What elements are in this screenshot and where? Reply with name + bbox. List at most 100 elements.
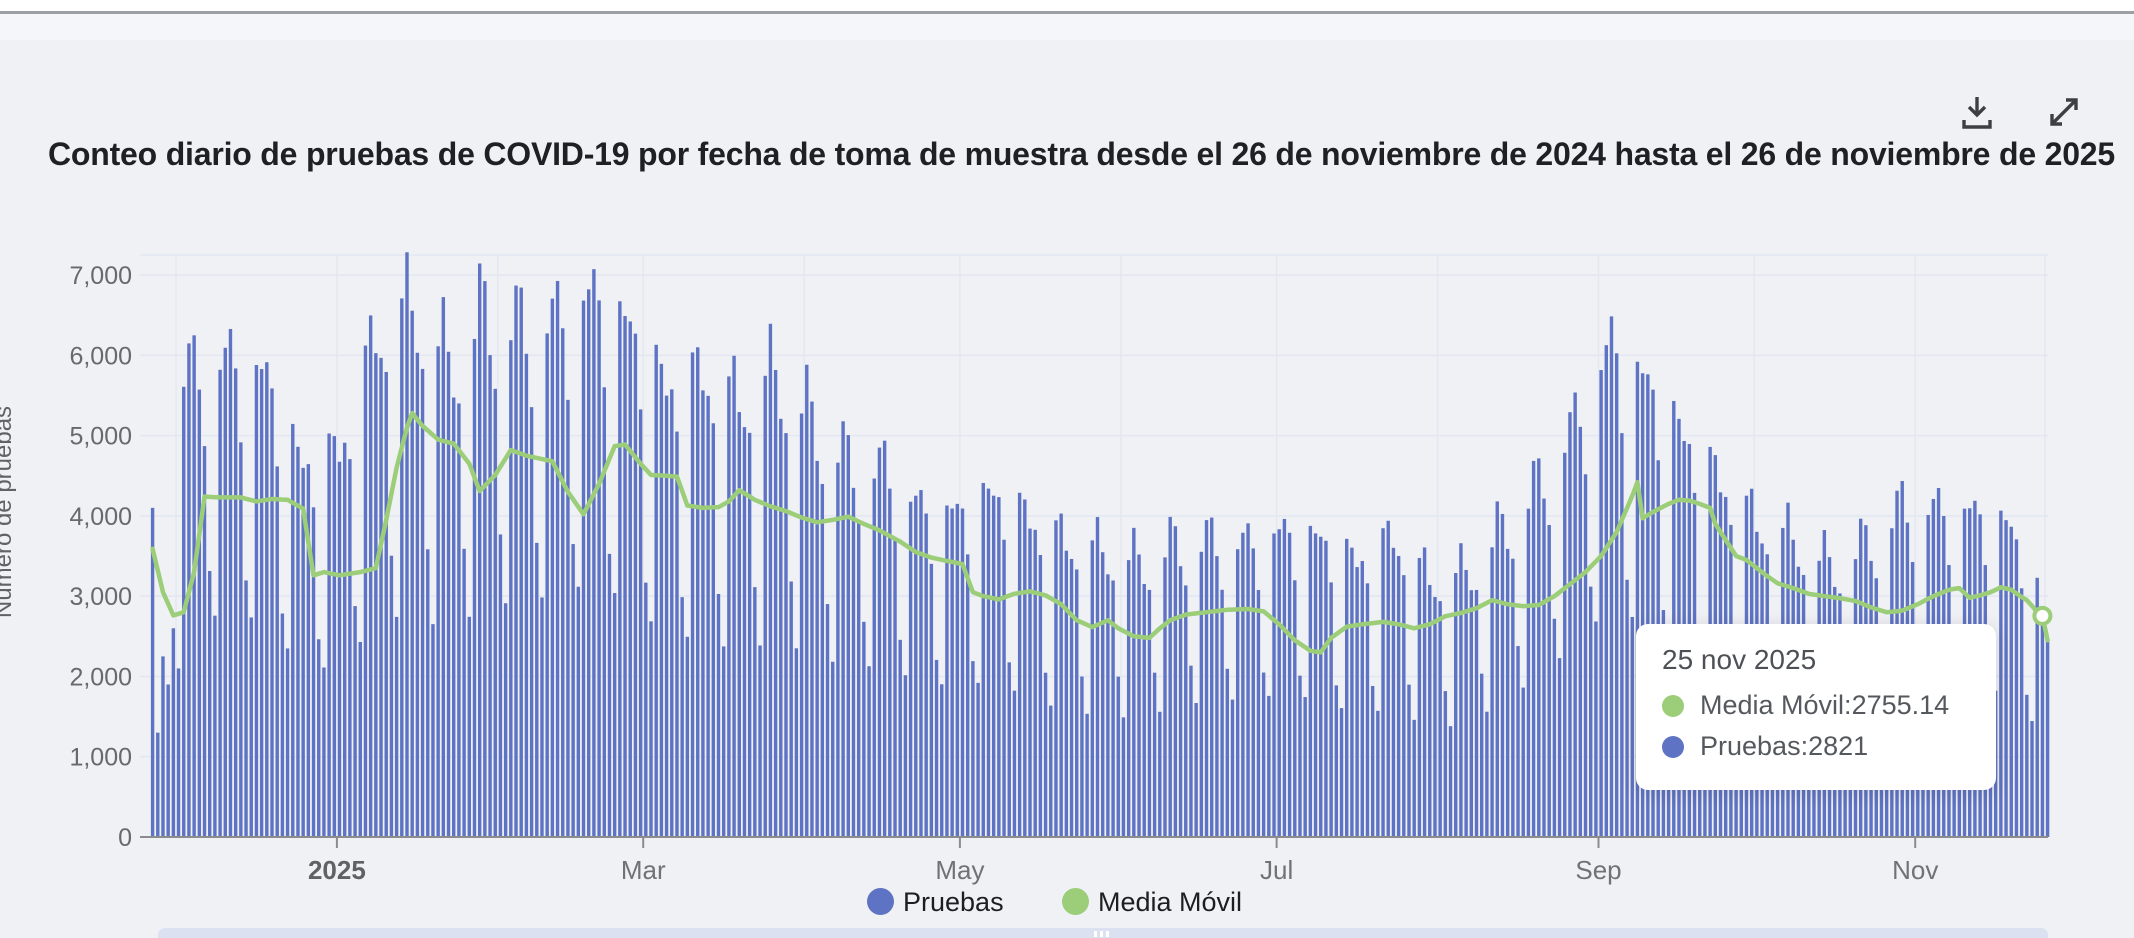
bar-pruebas-day[interactable] [877, 447, 882, 837]
bar-pruebas-day[interactable] [919, 490, 923, 837]
bar-pruebas-day[interactable] [218, 369, 222, 837]
bar-pruebas-day[interactable] [1324, 540, 1328, 837]
bar-pruebas-day[interactable] [638, 409, 643, 837]
bar-pruebas-day[interactable] [1043, 672, 1048, 837]
bar-pruebas-day[interactable] [1589, 586, 1593, 837]
bar-pruebas-day[interactable] [893, 540, 897, 837]
bar-pruebas-day[interactable] [1277, 529, 1281, 837]
bar-pruebas-day[interactable] [1438, 601, 1442, 837]
bar-pruebas-day[interactable] [166, 684, 170, 837]
bar-pruebas-day[interactable] [1137, 554, 1141, 837]
bar-pruebas-day[interactable] [426, 549, 430, 837]
bar-pruebas-day[interactable] [1547, 524, 1551, 837]
bar-pruebas-day[interactable] [353, 606, 357, 837]
bar-pruebas-day[interactable] [732, 355, 736, 837]
bar-pruebas-day[interactable] [213, 615, 217, 837]
bar-pruebas-day[interactable] [1173, 526, 1178, 837]
bar-pruebas-day[interactable] [1568, 412, 1572, 837]
bar-pruebas-day[interactable] [1360, 561, 1364, 837]
bar-pruebas-day[interactable] [685, 636, 690, 837]
bar-pruebas-day[interactable] [1672, 400, 1676, 837]
bar-pruebas-day[interactable] [1583, 474, 1588, 837]
bar-pruebas-day[interactable] [156, 732, 160, 837]
bar-pruebas-day[interactable] [259, 369, 264, 837]
bar-pruebas-day[interactable] [1319, 536, 1323, 837]
bar-pruebas-day[interactable] [1505, 548, 1510, 837]
bar-pruebas-day[interactable] [1370, 685, 1375, 837]
bar-pruebas-day[interactable] [306, 464, 311, 837]
bar-pruebas-day[interactable] [810, 401, 814, 837]
bar-pruebas-day[interactable] [711, 423, 716, 837]
bar-pruebas-day[interactable] [1479, 673, 1484, 837]
bar-pruebas-day[interactable] [581, 300, 586, 837]
bar-pruebas-day[interactable] [379, 357, 383, 837]
bar-pruebas-day[interactable] [477, 263, 482, 837]
bar-pruebas-day[interactable] [1028, 528, 1032, 837]
bar-pruebas-day[interactable] [348, 459, 352, 837]
bar-pruebas-day[interactable] [1095, 517, 1100, 837]
bar-pruebas-day[interactable] [612, 593, 617, 837]
bar-pruebas-day[interactable] [820, 483, 825, 837]
bar-pruebas-day[interactable] [1199, 551, 1204, 837]
bar-pruebas-day[interactable] [945, 505, 949, 837]
bar-pruebas-day[interactable] [1090, 540, 1095, 837]
bar-pruebas-day[interactable] [561, 328, 565, 837]
bar-pruebas-day[interactable] [1298, 675, 1302, 837]
bar-pruebas-day[interactable] [1386, 520, 1390, 837]
bar-pruebas-day[interactable] [607, 553, 612, 837]
bar-pruebas-day[interactable] [1147, 589, 1152, 837]
bar-pruebas-day[interactable] [571, 544, 575, 837]
bar-pruebas-day[interactable] [1625, 579, 1629, 837]
bar-pruebas-day[interactable] [1521, 687, 1525, 837]
bar-pruebas-day[interactable] [2030, 721, 2034, 837]
bar-pruebas-day[interactable] [1220, 589, 1224, 837]
bar-pruebas-day[interactable] [1033, 529, 1037, 837]
bar-pruebas-day[interactable] [202, 446, 207, 837]
bar-pruebas-day[interactable] [239, 442, 243, 837]
bar-pruebas-day[interactable] [789, 581, 793, 837]
bar-pruebas-day[interactable] [446, 351, 451, 837]
bar-pruebas-day[interactable] [971, 661, 975, 837]
bar-pruebas-day[interactable] [742, 427, 747, 837]
bar-pruebas-day[interactable] [940, 684, 944, 837]
bar-pruebas-day[interactable] [799, 413, 804, 837]
bar-pruebas-day[interactable] [1178, 566, 1183, 837]
bar-pruebas-day[interactable] [903, 675, 908, 837]
bar-pruebas-day[interactable] [779, 418, 783, 837]
bar-pruebas-day[interactable] [311, 507, 316, 837]
bar-pruebas-day[interactable] [628, 321, 632, 837]
bar-pruebas-day[interactable] [1459, 543, 1463, 837]
bar-pruebas-day[interactable] [1614, 353, 1619, 837]
bar-pruebas-day[interactable] [1293, 580, 1297, 837]
bar-pruebas-day[interactable] [929, 563, 934, 837]
bar-pruebas-day[interactable] [888, 488, 892, 837]
bar-pruebas-day[interactable] [545, 333, 549, 837]
bar-pruebas-day[interactable] [1495, 501, 1499, 837]
bar-pruebas-day[interactable] [1256, 590, 1261, 837]
bar-pruebas-day[interactable] [664, 395, 669, 837]
bar-pruebas-day[interactable] [161, 656, 165, 837]
bar-pruebas-day[interactable] [327, 433, 331, 837]
bar-pruebas-day[interactable] [1345, 538, 1349, 837]
bar-pruebas-day[interactable] [1396, 555, 1401, 837]
bar-pruebas-day[interactable] [1485, 711, 1489, 837]
bar-pruebas-day[interactable] [675, 431, 679, 837]
bar-pruebas-day[interactable] [966, 554, 970, 837]
bar-pruebas-day[interactable] [1469, 590, 1474, 837]
bar-pruebas-day[interactable] [1054, 520, 1058, 837]
bar-pruebas-day[interactable] [1064, 550, 1069, 837]
bar-pruebas-day[interactable] [908, 501, 913, 837]
bar-pruebas-day[interactable] [150, 507, 155, 837]
bar-pruebas-day[interactable] [1376, 710, 1380, 837]
zoom-range-slider[interactable] [158, 928, 2048, 938]
bar-pruebas-day[interactable] [737, 412, 741, 837]
bar-pruebas-day[interactable] [1080, 676, 1084, 837]
bar-pruebas-day[interactable] [1121, 717, 1126, 837]
bar-pruebas-day[interactable] [997, 497, 1001, 837]
bar-pruebas-day[interactable] [1433, 597, 1437, 837]
bar-pruebas-day[interactable] [805, 364, 809, 837]
bar-pruebas-day[interactable] [555, 280, 560, 837]
bar-pruebas-day[interactable] [1075, 569, 1079, 837]
bar-pruebas-day[interactable] [1635, 361, 1640, 837]
